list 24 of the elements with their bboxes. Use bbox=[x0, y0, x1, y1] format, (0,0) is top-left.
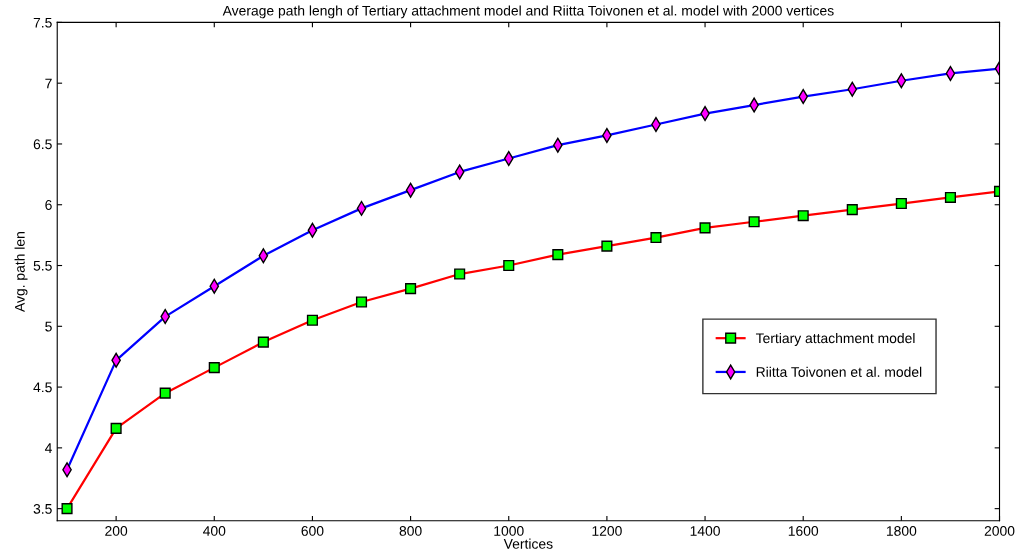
y-tick-label: 4 bbox=[44, 443, 52, 453]
y-axis-title: Avg. path len bbox=[14, 232, 28, 312]
x-tick-label: 1800 bbox=[886, 526, 917, 536]
y-tick-label: 5 bbox=[45, 321, 52, 332]
x-tick-label: 600 bbox=[301, 526, 324, 536]
y-tick-label: 7 bbox=[45, 78, 52, 89]
x-tick-label: 200 bbox=[105, 526, 128, 536]
y-tick-label: 6 bbox=[45, 200, 52, 210]
y-tick-label: 5.5 bbox=[33, 261, 52, 271]
x-tick-label: 800 bbox=[399, 526, 422, 536]
x-tick-label: 400 bbox=[203, 526, 226, 536]
x-tick-label: 1000 bbox=[494, 526, 524, 536]
legend-label: Tertiary attachment model bbox=[755, 332, 915, 346]
y-tick-label: 4.5 bbox=[33, 382, 52, 393]
legend-label: Riitta Toivonen et al. model bbox=[756, 366, 922, 377]
x-tick-label: 1200 bbox=[592, 526, 622, 536]
y-tick-label: 7.5 bbox=[33, 17, 52, 28]
x-tick-label: 1400 bbox=[690, 526, 720, 536]
y-tick-label: 6.5 bbox=[33, 139, 52, 150]
x-axis-title: Vertices bbox=[503, 538, 553, 549]
chart-title: Average path lengh of Tertiary attachment model and Riitta Toivonen et al. model with 2000 vertices bbox=[222, 5, 834, 19]
x-tick-label: 1600 bbox=[788, 526, 819, 536]
y-tick-label: 3.5 bbox=[33, 503, 52, 514]
x-tick-label: 2000 bbox=[984, 526, 1015, 536]
